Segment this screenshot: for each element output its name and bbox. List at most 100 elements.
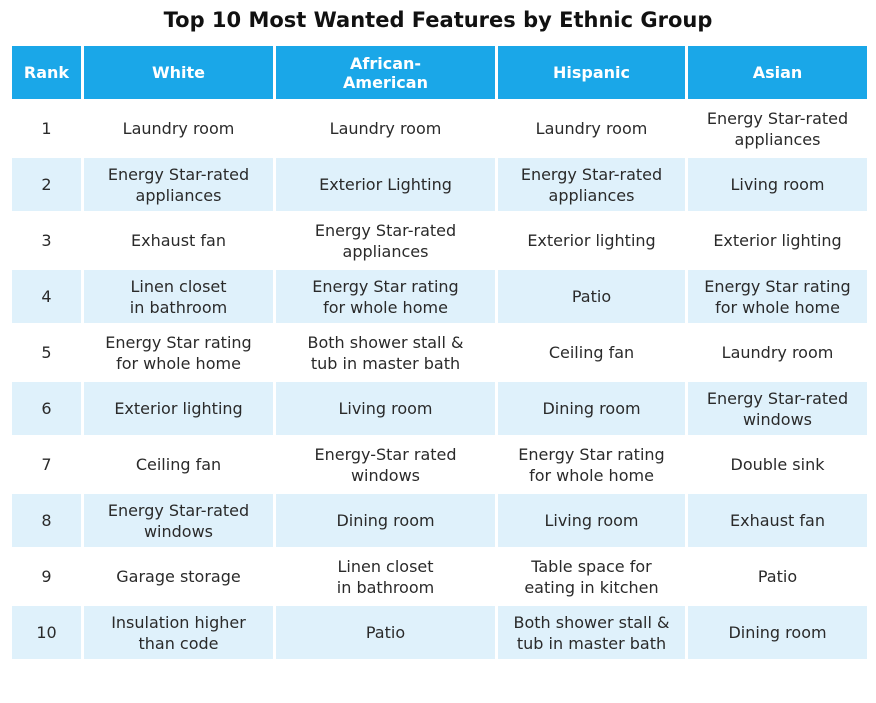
cell-african-american: Energy-Star rated windows	[276, 438, 495, 491]
cell-text: Energy Star-rated appliances	[107, 164, 250, 205]
table-row: 4 Linen closet in bathroom Energy Star rat…	[12, 270, 867, 323]
cell-text: Patio	[757, 567, 798, 586]
cell-african-american: Living room	[276, 382, 495, 435]
table-row: 3 Exhaust fan Energy Star-rated appliances…	[12, 214, 867, 267]
cell-text: Insulation higher than code	[111, 612, 246, 653]
cell-text: Energy Star-rated appliances	[314, 220, 457, 261]
cell-text: Laundry room	[329, 119, 442, 138]
cell-text: Energy-Star rated windows	[314, 444, 457, 485]
table-row: 5 Energy Star rating for whole home Both s…	[12, 326, 867, 379]
cell-text: Patio	[571, 287, 612, 306]
cell-hispanic: Laundry room	[498, 102, 685, 155]
cell-text: 9	[41, 567, 52, 586]
cell-white: Laundry room	[84, 102, 273, 155]
cell-text: Energy Star rating for whole home	[105, 332, 252, 373]
cell-text: Linen closet in bathroom	[336, 556, 435, 597]
cell-rank: 2	[12, 158, 81, 211]
cell-hispanic: Energy Star rating for whole home	[498, 438, 685, 491]
cell-text: 6	[41, 399, 52, 418]
cell-text: Dining room	[336, 511, 435, 530]
cell-hispanic: Exterior lighting	[498, 214, 685, 267]
cell-text: Energy Star-rated windows	[107, 500, 250, 541]
cell-text: Both shower stall & tub in master bath	[307, 332, 464, 373]
cell-text: Energy Star rating for whole home	[704, 276, 851, 317]
table-row: 10 Insulation higher than code Patio Both s…	[12, 606, 867, 659]
cell-white: Exhaust fan	[84, 214, 273, 267]
column-header-label: Hispanic	[552, 63, 630, 82]
cell-text: Energy Star-rated windows	[706, 388, 849, 429]
cell-white: Garage storage	[84, 550, 273, 603]
cell-hispanic: Both shower stall & tub in master bath	[498, 606, 685, 659]
cell-text: Energy Star rating for whole home	[312, 276, 459, 317]
cell-rank: 7	[12, 438, 81, 491]
cell-text: Exhaust fan	[131, 231, 226, 250]
cell-african-american: Patio	[276, 606, 495, 659]
cell-asian: Exterior lighting	[688, 214, 867, 267]
cell-hispanic: Energy Star-rated appliances	[498, 158, 685, 211]
cell-african-american: Linen closet in bathroom	[276, 550, 495, 603]
cell-rank: 6	[12, 382, 81, 435]
cell-text: 5	[41, 343, 52, 362]
table-title: Top 10 Most Wanted Features by Ethnic Gr…	[163, 8, 713, 32]
cell-asian: Living room	[688, 158, 867, 211]
column-header-white: White	[84, 46, 273, 99]
cell-asian: Exhaust fan	[688, 494, 867, 547]
cell-text: 7	[41, 455, 52, 474]
cell-text: Energy Star rating for whole home	[518, 444, 665, 485]
cell-rank: 4	[12, 270, 81, 323]
cell-hispanic: Dining room	[498, 382, 685, 435]
table-row: 6 Exterior lighting Living room Dining room…	[12, 382, 867, 435]
cell-asian: Laundry room	[688, 326, 867, 379]
cell-text: Energy Star-rated appliances	[706, 108, 849, 149]
cell-rank: 1	[12, 102, 81, 155]
column-header-rank: Rank	[12, 46, 81, 99]
cell-text: Exterior lighting	[527, 231, 656, 250]
cell-text: Double sink	[730, 455, 825, 474]
cell-rank: 5	[12, 326, 81, 379]
cell-hispanic: Living room	[498, 494, 685, 547]
cell-text: 8	[41, 511, 52, 530]
cell-text: Exterior lighting	[713, 231, 842, 250]
column-header-label: White	[151, 63, 206, 82]
cell-white: Energy Star-rated windows	[84, 494, 273, 547]
cell-hispanic: Table space for eating in kitchen	[498, 550, 685, 603]
cell-african-american: Laundry room	[276, 102, 495, 155]
header-row: Rank White African- American Hispanic As…	[12, 46, 867, 99]
cell-text: Exterior Lighting	[319, 175, 452, 194]
cell-asian: Energy Star-rated appliances	[688, 102, 867, 155]
cell-text: Laundry room	[535, 119, 648, 138]
cell-white: Insulation higher than code	[84, 606, 273, 659]
cell-text: Dining room	[542, 399, 641, 418]
column-header-label: Asian	[752, 63, 803, 82]
cell-african-american: Exterior Lighting	[276, 158, 495, 211]
cell-asian: Patio	[688, 550, 867, 603]
table-row: 1 Laundry room Laundry room Laundry room Ene…	[12, 102, 867, 155]
cell-hispanic: Patio	[498, 270, 685, 323]
cell-text: Energy Star-rated appliances	[520, 164, 663, 205]
cell-asian: Energy Star-rated windows	[688, 382, 867, 435]
cell-asian: Double sink	[688, 438, 867, 491]
cell-asian: Dining room	[688, 606, 867, 659]
cell-text: Living room	[730, 175, 825, 194]
cell-text: Dining room	[728, 623, 827, 642]
cell-asian: Energy Star rating for whole home	[688, 270, 867, 323]
cell-text: Laundry room	[721, 343, 834, 362]
cell-african-american: Both shower stall & tub in master bath	[276, 326, 495, 379]
cell-rank: 9	[12, 550, 81, 603]
cell-white: Linen closet in bathroom	[84, 270, 273, 323]
cell-text: Living room	[338, 399, 433, 418]
cell-text: Exterior lighting	[114, 399, 243, 418]
cell-rank: 10	[12, 606, 81, 659]
table-row: 2 Energy Star-rated appliances Exterior Li…	[12, 158, 867, 211]
cell-text: Exhaust fan	[730, 511, 825, 530]
table-row: 8 Energy Star-rated windows Dining room Liv…	[12, 494, 867, 547]
column-header-asian: Asian	[688, 46, 867, 99]
features-table: Rank White African- American Hispanic As…	[9, 43, 870, 662]
table-row: 9 Garage storage Linen closet in bathroom T…	[12, 550, 867, 603]
cell-text: 1	[41, 119, 52, 138]
cell-text: 10	[36, 623, 57, 642]
cell-african-american: Energy Star rating for whole home	[276, 270, 495, 323]
cell-text: Patio	[365, 623, 406, 642]
cell-rank: 3	[12, 214, 81, 267]
cell-text: Both shower stall & tub in master bath	[513, 612, 670, 653]
